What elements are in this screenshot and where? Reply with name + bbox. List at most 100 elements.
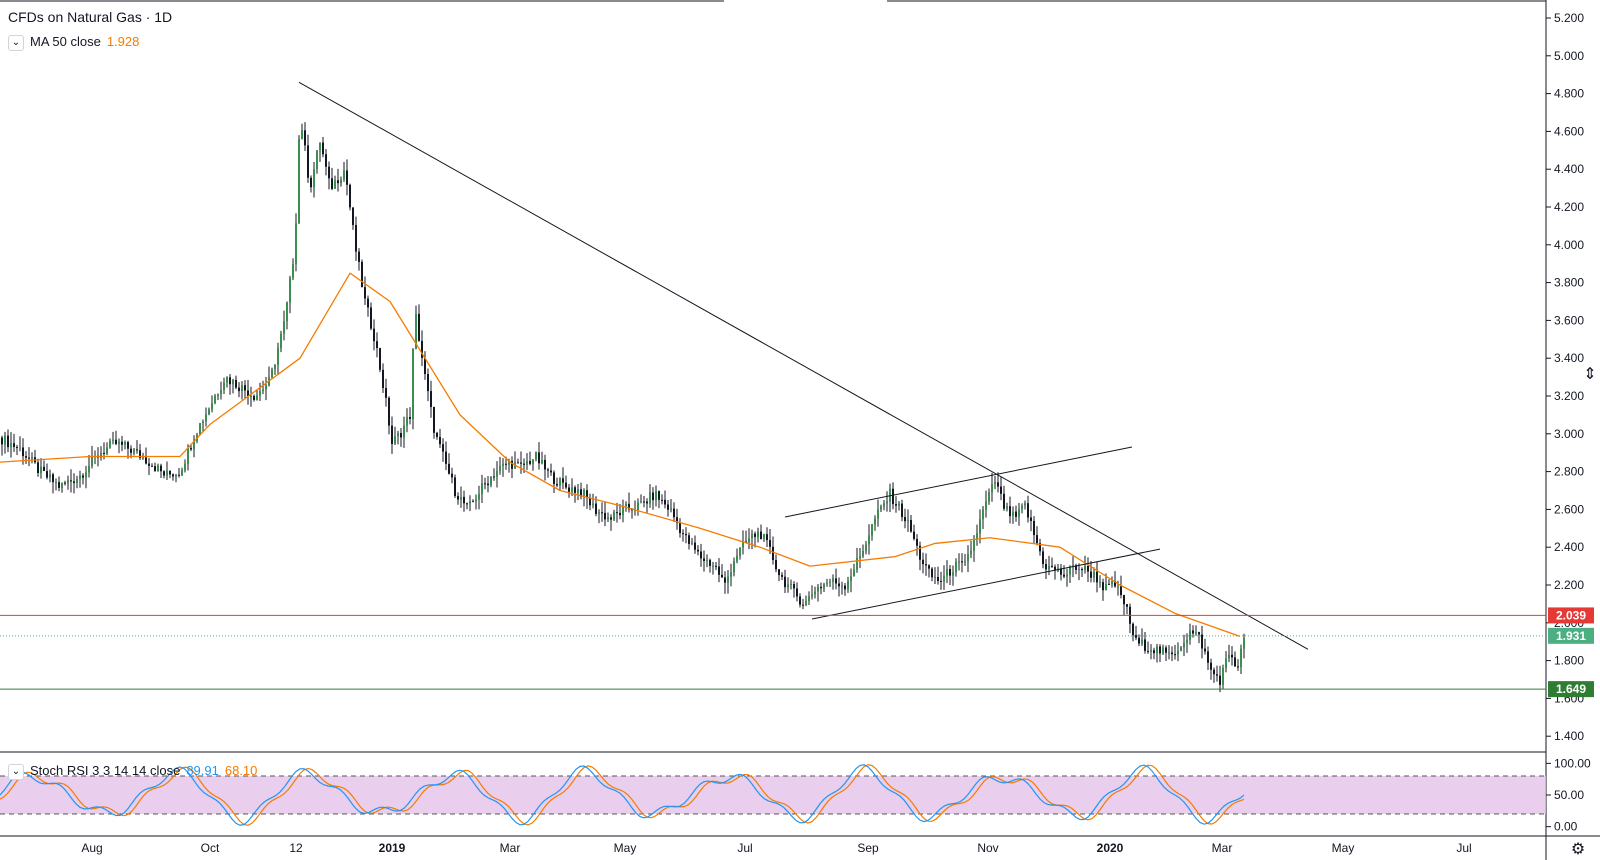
candle-body — [37, 462, 39, 473]
candle-body — [1099, 582, 1101, 584]
candle-body — [1108, 583, 1110, 585]
candle-body — [403, 425, 405, 438]
support-price-badge-label: 1.649 — [1556, 682, 1586, 696]
candle-body — [547, 469, 549, 471]
candle-body — [1114, 581, 1116, 587]
price-tick-label: 4.000 — [1554, 238, 1584, 252]
candle-body — [490, 476, 492, 486]
candle-body — [886, 501, 888, 504]
candle-body — [109, 440, 111, 448]
candle-body — [976, 533, 978, 540]
ma-label: MA 50 close — [30, 34, 101, 49]
candle-body — [1213, 669, 1215, 675]
candle-body — [7, 435, 9, 448]
candle-body — [745, 541, 747, 543]
candle-body — [55, 482, 57, 484]
channel-lower-line[interactable] — [811, 548, 1161, 620]
candles-group — [1, 122, 1245, 693]
candle-body — [70, 480, 72, 482]
chevron-down-icon[interactable]: ⌄ — [8, 34, 24, 51]
candle-body — [136, 449, 138, 451]
candle-body — [538, 452, 540, 464]
candle-body — [310, 177, 312, 188]
candle-body — [694, 542, 696, 550]
candle-body — [502, 463, 504, 466]
candle-body — [481, 483, 483, 494]
candle-body — [130, 448, 132, 453]
candle-body — [148, 463, 150, 466]
candle-body — [166, 470, 168, 476]
candle-body — [391, 425, 393, 445]
candle-body — [889, 488, 891, 502]
gear-icon[interactable]: ⚙ — [1571, 839, 1585, 858]
candle-body — [307, 145, 309, 178]
resize-arrows-icon[interactable]: ⇕ — [1583, 364, 1596, 383]
price-tick-label: 3.000 — [1554, 427, 1584, 441]
chevron-down-icon[interactable]: ⌄ — [8, 763, 24, 780]
candle-body — [319, 142, 321, 151]
stoch-legend: ⌄ Stoch RSI 3 3 14 14 close 89.91 68.10 — [8, 762, 257, 780]
candle-body — [466, 503, 468, 505]
candle-body — [835, 578, 837, 584]
candle-body — [1042, 551, 1044, 564]
candle-body — [370, 307, 372, 329]
candle-body — [1144, 639, 1146, 651]
candle-body — [949, 569, 951, 576]
price-tick-label: 5.200 — [1554, 11, 1584, 25]
candle-body — [85, 472, 87, 478]
candle-body — [1204, 648, 1206, 652]
candle-body — [979, 519, 981, 534]
candle-body — [445, 451, 447, 464]
candle-body — [1198, 632, 1200, 635]
time-axis-label: Sep — [857, 841, 879, 855]
candle-body — [1015, 511, 1017, 517]
candle-body — [871, 524, 873, 536]
candle-body — [124, 442, 126, 445]
candle-body — [781, 575, 783, 577]
candle-body — [133, 449, 135, 453]
candle-body — [928, 565, 930, 569]
candle-body — [499, 465, 501, 471]
candle-body — [16, 446, 18, 448]
descending-trendline[interactable] — [298, 81, 1309, 650]
candle-body — [1024, 503, 1026, 506]
candle-body — [313, 169, 315, 188]
candle-body — [973, 539, 975, 551]
candle-body — [733, 561, 735, 573]
stoch-d-value: 68.10 — [224, 763, 258, 778]
candle-body — [214, 395, 216, 404]
candle-body — [802, 604, 804, 606]
candle-body — [598, 512, 600, 514]
candle-body — [487, 483, 489, 486]
candle-body — [922, 559, 924, 565]
candle-body — [562, 478, 564, 483]
candle-body — [163, 471, 165, 476]
candle-body — [331, 178, 333, 189]
candle-body — [184, 463, 186, 471]
candle-body — [865, 544, 867, 551]
candle-body — [199, 423, 201, 435]
candle-body — [205, 414, 207, 422]
candle-body — [367, 298, 369, 308]
candle-body — [505, 463, 507, 465]
candle-body — [469, 501, 471, 504]
candle-body — [757, 531, 759, 537]
candle-body — [262, 389, 264, 392]
candle-body — [13, 443, 15, 447]
candle-body — [715, 565, 717, 567]
candle-body — [400, 433, 402, 438]
price-tick-label: 3.200 — [1554, 389, 1584, 403]
candle-body — [175, 474, 177, 477]
candle-body — [769, 540, 771, 547]
candle-body — [724, 577, 726, 583]
candle-body — [457, 495, 459, 500]
candle-body — [688, 535, 690, 544]
candle-body — [751, 533, 753, 539]
support-price-badge — [1548, 681, 1594, 698]
candle-body — [1180, 647, 1182, 651]
candle-body — [112, 439, 114, 441]
channel-upper-line[interactable] — [784, 446, 1133, 518]
candle-body — [619, 512, 621, 516]
candle-body — [850, 576, 852, 582]
